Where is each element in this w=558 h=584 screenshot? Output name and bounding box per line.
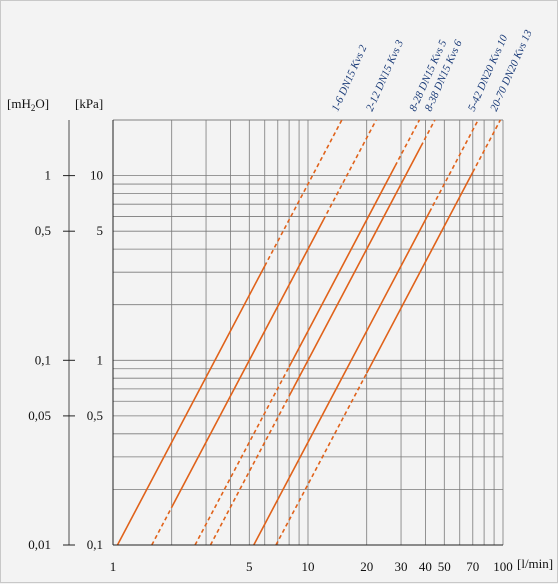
series-line [116, 265, 266, 546]
x-tick-labels: 1 5 10 20 30 40 50 70 100 [110, 559, 513, 574]
x-axis-unit-label: [l/min] [517, 556, 553, 571]
x-tick-label: 10 [302, 559, 315, 574]
series-label: 1-6 DN15 Kvs 2 [330, 43, 370, 113]
x-tick-label: 5 [246, 559, 253, 574]
series-line-dashed [322, 119, 377, 221]
y-tick-label-kpa: 0,1 [87, 537, 103, 552]
y-tick-label-mh2o: 0,01 [28, 537, 51, 552]
series-line [170, 219, 325, 508]
series-line-dashed [420, 119, 436, 147]
y-tick-label-mh2o: 0,05 [28, 408, 51, 423]
series-line-dashed [428, 119, 479, 213]
y-tick-label-kpa: 10 [90, 168, 103, 183]
y-tick-labels: 0,1 0,01 0,5 0,05 1 0,1 5 0,5 10 1 [28, 120, 103, 552]
series-line-dashed [275, 372, 368, 546]
x-tick-label: 40 [419, 559, 432, 574]
x-tick-label: 20 [360, 559, 373, 574]
series-lines [116, 119, 502, 546]
series-line-dashed [209, 395, 290, 546]
series-line [253, 211, 431, 546]
series-line [365, 171, 474, 374]
y-tick-label-kpa: 0,5 [87, 408, 103, 423]
x-tick-label: 70 [466, 559, 479, 574]
series-line-dashed [151, 506, 173, 546]
x-tick-label: 100 [493, 559, 513, 574]
series-label: 2-12 DN15 Kvs 3 [364, 38, 406, 113]
series-line-dashed [472, 119, 502, 173]
series-labels: 1-6 DN15 Kvs 22-12 DN15 Kvs 3 8-28 DN15 K… [330, 28, 535, 113]
left-axis-unit-label: [mH2O] [7, 96, 49, 113]
y-tick-label-mh2o: 1 [45, 168, 52, 183]
x-tick-label: 30 [395, 559, 408, 574]
x-tick-label: 50 [438, 559, 451, 574]
y-tick-label-mh2o: 0,5 [35, 223, 51, 238]
series-line-dashed [194, 366, 290, 546]
axes [112, 120, 503, 546]
series-line-dashed [394, 119, 421, 167]
y-tick-label-kpa: 1 [97, 352, 104, 367]
series-line [288, 145, 422, 397]
y-tick-label-mh2o: 0,1 [35, 352, 51, 367]
right-axis-unit-label: [kPa] [75, 96, 103, 111]
y-tick-label-kpa: 5 [97, 223, 104, 238]
series-line [288, 165, 396, 368]
x-tick-label: 1 [110, 559, 117, 574]
